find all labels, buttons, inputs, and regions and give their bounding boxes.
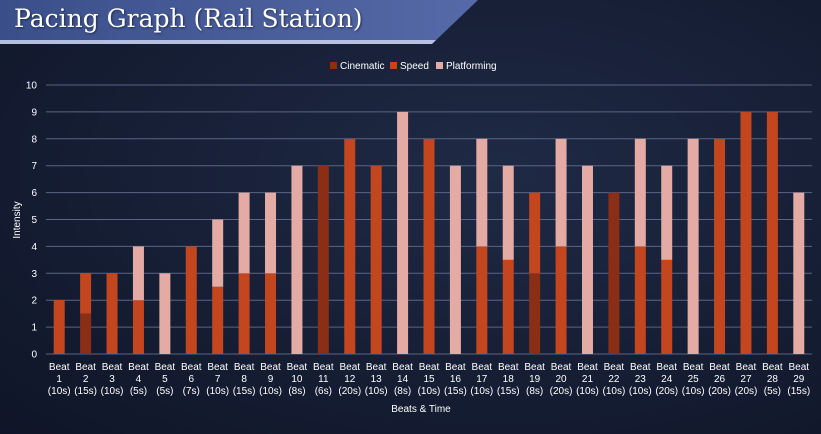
- y-tick-label: 10: [26, 81, 38, 92]
- bar-platforming: [502, 165, 514, 260]
- x-tick-label: Beat 18 (15s): [497, 362, 520, 397]
- bars: [53, 111, 805, 355]
- title-banner-shape: [0, 0, 478, 44]
- x-tick-label: Beat 2 (15s): [74, 362, 97, 397]
- bar-speed: [766, 111, 778, 355]
- legend-swatch-cinematic: [330, 62, 337, 69]
- x-tick-label: Beat 4 (5s): [128, 362, 149, 397]
- bar-speed: [502, 259, 514, 354]
- bar-platforming: [687, 138, 699, 354]
- bar-speed: [740, 111, 752, 355]
- bar-speed: [476, 246, 488, 354]
- bar-speed: [634, 246, 646, 354]
- x-axis-ticks: Beat 1 (10s)Beat 2 (15s)Beat 3 (10s)Beat 4 (5s) B…: [48, 362, 810, 397]
- x-tick-label: Beat 9 (10s): [259, 362, 282, 397]
- page-title: Pacing Graph (Rail Station): [14, 4, 363, 33]
- y-tick-label: 3: [31, 269, 37, 280]
- x-tick-label: Beat 26 (20s): [708, 362, 731, 397]
- x-tick-label: Beat 3 (10s): [101, 362, 124, 397]
- x-tick-label: Beat 6 (7s): [181, 362, 202, 397]
- bar-cinematic: [80, 313, 92, 354]
- bar-platforming: [238, 192, 250, 274]
- bar-platforming: [476, 138, 488, 247]
- bar-cinematic: [529, 273, 541, 354]
- bar-platforming: [793, 192, 805, 354]
- bar-speed: [238, 273, 250, 354]
- bar-speed: [106, 273, 118, 354]
- bar-speed: [555, 246, 567, 354]
- x-tick-label: Beat 12 (20s): [338, 362, 361, 397]
- legend-label-cinematic: Cinematic: [340, 61, 384, 72]
- x-tick-label: Beat 7 (10s): [206, 362, 229, 397]
- bar-speed: [423, 138, 435, 354]
- x-tick-label: Beat 15 (10s): [418, 362, 441, 397]
- bar-cinematic: [608, 192, 620, 354]
- y-tick-label: 7: [31, 161, 37, 172]
- x-tick-label: Beat 5 (5s): [155, 362, 176, 397]
- y-tick-label: 6: [31, 188, 37, 199]
- bar-cinematic: [317, 165, 329, 354]
- bar-platforming: [291, 165, 303, 354]
- bar-speed: [185, 246, 197, 354]
- x-tick-label: Beat 19 (8s): [524, 362, 545, 397]
- y-tick-label: 5: [31, 215, 37, 226]
- bar-platforming: [397, 111, 409, 355]
- x-tick-label: Beat 27 (20s): [735, 362, 758, 397]
- y-tick-label: 9: [31, 107, 37, 118]
- bar-platforming: [661, 165, 673, 260]
- bar-speed: [212, 286, 224, 354]
- x-tick-label: Beat 29 (15s): [787, 362, 810, 397]
- legend-label-platforming: Platforming: [446, 61, 497, 72]
- y-tick-label: 2: [31, 296, 37, 307]
- x-tick-label: Beat 23 (10s): [629, 362, 652, 397]
- x-tick-label: Beat 21 (10s): [576, 362, 599, 397]
- x-tick-label: Beat 11 (6s): [313, 362, 334, 397]
- legend: Cinematic Speed Platforming: [330, 61, 497, 72]
- y-axis-title: Intensity: [12, 201, 23, 238]
- x-tick-label: Beat 20 (20s): [550, 362, 573, 397]
- y-axis-ticks: 0 1 2 3 4 5 6 7 8 9 10: [26, 81, 38, 361]
- x-tick-label: Beat 1 (10s): [48, 362, 71, 397]
- title-banner: Pacing Graph (Rail Station): [0, 0, 480, 44]
- bar-speed: [80, 273, 92, 314]
- x-axis-title: Beats & Time: [391, 404, 451, 415]
- bar-platforming: [212, 219, 224, 287]
- bar-platforming: [132, 246, 144, 301]
- x-tick-label: Beat 8 (15s): [233, 362, 256, 397]
- bar-speed: [370, 165, 382, 354]
- x-tick-label: Beat 13 (10s): [365, 362, 388, 397]
- bar-platforming: [634, 138, 646, 247]
- x-tick-label: Beat 10 (8s): [287, 362, 308, 397]
- x-tick-label: Beat 22 (10s): [602, 362, 625, 397]
- bar-platforming: [159, 273, 171, 354]
- bar-speed: [265, 273, 277, 354]
- legend-swatch-platforming: [436, 62, 443, 69]
- bar-speed: [714, 138, 726, 354]
- bar-speed: [53, 300, 65, 354]
- x-tick-label: Beat 14 (8s): [392, 362, 413, 397]
- y-tick-label: 4: [31, 242, 37, 253]
- y-tick-label: 1: [31, 323, 37, 334]
- x-tick-label: Beat 28 (5s): [762, 362, 783, 397]
- bar-platforming: [265, 192, 277, 274]
- x-tick-label: Beat 24 (20s): [655, 362, 678, 397]
- legend-label-speed: Speed: [400, 61, 429, 72]
- bar-platforming: [555, 138, 567, 247]
- bar-speed: [344, 138, 356, 354]
- bar-speed: [661, 259, 673, 354]
- bar-speed: [529, 192, 541, 274]
- x-tick-label: Beat 17 (10s): [470, 362, 493, 397]
- bar-platforming: [449, 165, 461, 354]
- y-tick-label: 0: [31, 350, 37, 361]
- x-tick-label: Beat 25 (10s): [682, 362, 705, 397]
- bar-platforming: [581, 165, 593, 354]
- x-tick-label: Beat 16 (15s): [444, 362, 467, 397]
- bar-speed: [132, 300, 144, 354]
- legend-swatch-speed: [390, 62, 397, 69]
- y-tick-label: 8: [31, 134, 37, 145]
